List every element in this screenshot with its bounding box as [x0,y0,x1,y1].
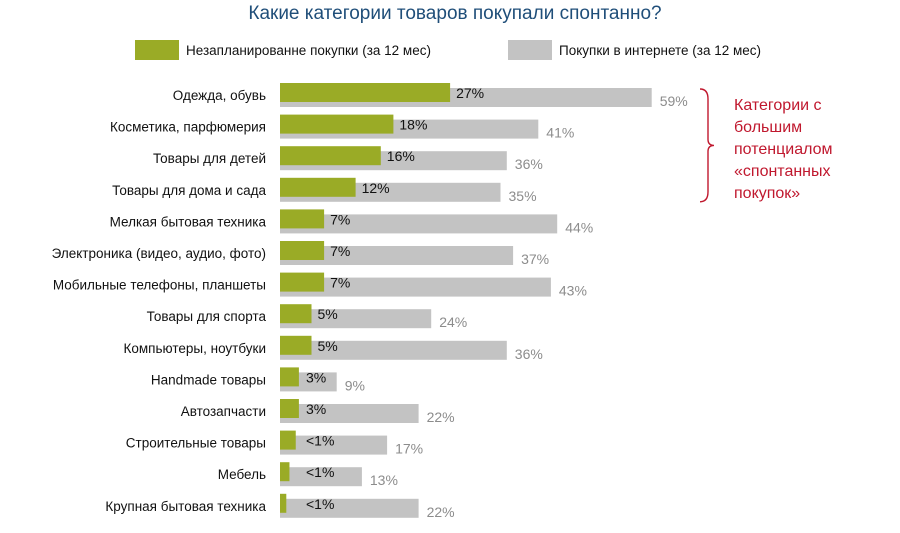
bar-online [280,277,551,297]
category-label: Handmade товары [151,372,266,387]
annotation-line: большим [734,119,802,136]
bar-online [280,404,419,423]
bar-unplanned [280,367,299,387]
category-label: Товары для детей [153,151,266,166]
value-label-online: 44% [565,219,593,235]
category-label: Товары для дома и сада [112,183,266,198]
bar-unplanned [280,399,299,418]
bar-online [280,467,362,487]
legend-swatch-unplanned [135,40,179,60]
category-label: Строительные товары [126,436,266,451]
category-label: Мебель [218,467,266,482]
bar-unplanned [280,241,325,260]
category-label: Компьютеры, ноутбуки [124,341,266,356]
bar-unplanned [280,209,325,229]
value-label-online: 59% [660,93,688,109]
value-label-unplanned: 18% [399,117,427,133]
bar-unplanned [280,335,312,355]
bar-unplanned [280,272,325,292]
category-label: Электроника (видео, аудио, фото) [52,246,266,261]
bar-unplanned [280,304,312,324]
legend-swatch-online [508,40,552,60]
legend: Незапланированне покупки (за 12 мес) Пок… [135,40,761,60]
value-label-online: 37% [521,251,549,267]
bar-unplanned [280,430,296,450]
category-label: Товары для спорта [147,309,267,324]
bar-online [280,214,558,234]
value-label-online: 9% [345,377,365,393]
value-label-unplanned: 5% [318,306,338,322]
category-label: Одежда, обувь [173,88,266,103]
value-label-online: 36% [515,346,543,362]
legend-label-unplanned: Незапланированне покупки (за 12 мес) [186,43,431,58]
category-label: Автозапчасти [181,404,266,419]
bar-online [280,435,388,455]
category-label: Крупная бытовая техника [105,499,266,514]
value-label-unplanned: 12% [362,180,390,196]
category-label: Мобильные телефоны, планшеты [53,278,266,293]
annotation-bracket [699,88,715,203]
bar-unplanned [280,177,356,197]
annotation-line: потенциалом [734,141,833,158]
value-label-unplanned: <1% [306,433,334,449]
value-label-unplanned: 5% [318,338,338,354]
value-label-online: 41% [546,125,574,141]
value-label-online: 22% [427,409,455,425]
bar-unplanned [280,83,451,102]
value-label-unplanned: 27% [456,85,484,101]
value-label-online: 22% [427,504,455,520]
value-label-unplanned: 16% [387,148,415,164]
bar-unplanned [280,462,290,482]
annotation-line: покупок» [734,185,800,202]
value-label-online: 43% [559,283,587,299]
value-label-online: 35% [509,188,537,204]
category-label: Мелкая бытовая техника [110,214,267,229]
bar-unplanned [280,146,381,166]
bar-online [280,340,507,360]
value-label-unplanned: <1% [306,496,334,512]
value-label-online: 36% [515,156,543,172]
value-label-unplanned: 7% [330,211,350,227]
value-label-unplanned: 3% [306,369,326,385]
bars-layer: Одежда, обувь 27% 59% Косметика, парфюмерия… [52,83,688,520]
category-label: Косметика, парфюмерия [110,120,266,135]
annotation-line: «спонтанных [734,163,831,180]
annotation: Категории с большим потенциалом «спонтанных… [699,88,833,203]
annotation-line: Категории с [734,97,822,114]
bar-online [280,309,432,329]
value-label-unplanned: 7% [330,243,350,259]
value-label-online: 17% [395,441,423,457]
bar-online [280,246,514,265]
value-label-unplanned: <1% [306,464,334,480]
bar-unplanned [280,114,394,134]
value-label-unplanned: 7% [330,275,350,291]
legend-label-online: Покупки в интернете (за 12 мес) [559,43,761,58]
bar-online [280,498,419,518]
chart-title: Какие категории товаров покупали спонтан… [248,3,661,24]
value-label-online: 24% [439,314,467,330]
bar-unplanned [280,493,287,513]
value-label-unplanned: 3% [306,401,326,417]
value-label-online: 13% [370,472,398,488]
